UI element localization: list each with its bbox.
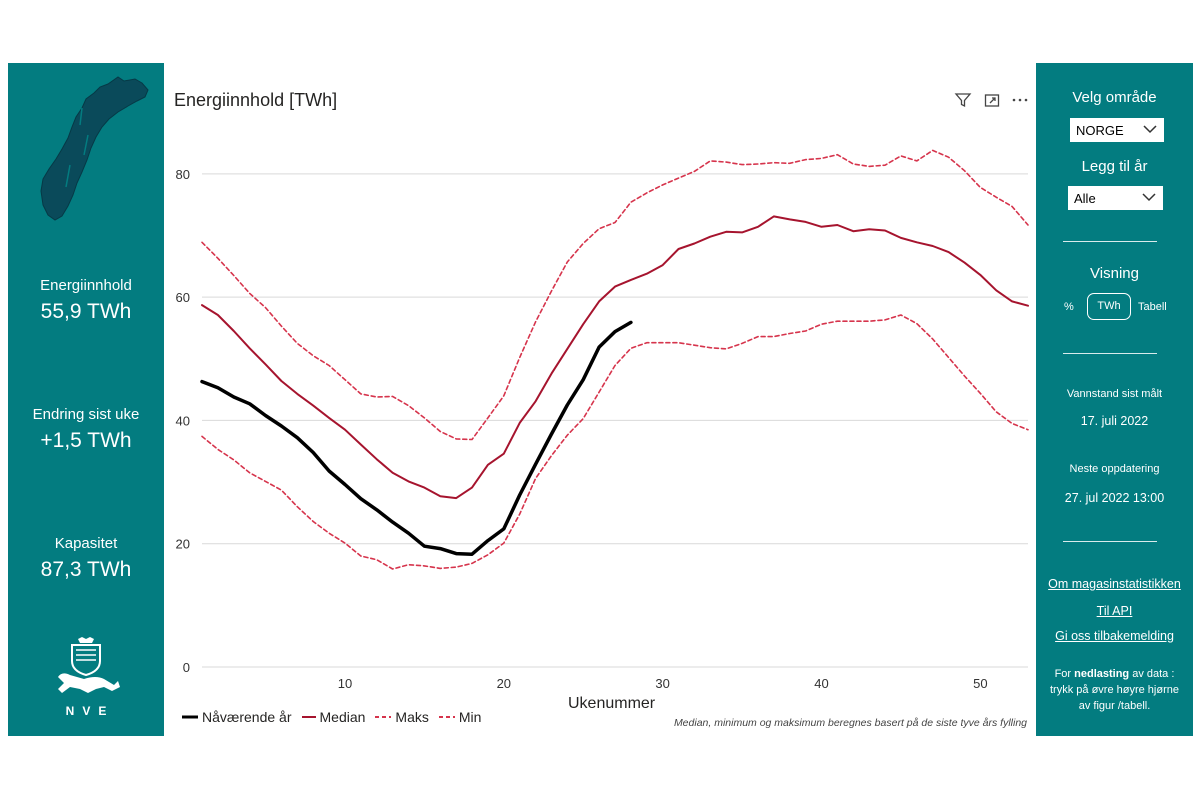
focus-mode-icon[interactable] — [983, 91, 1001, 109]
divider — [1063, 353, 1157, 354]
link-about-statistics[interactable]: Om magasinstatistikken — [1048, 577, 1181, 591]
kpi-energy: Energiinnhold 55,9 TWh — [8, 277, 164, 324]
filter-icon[interactable] — [954, 91, 972, 109]
kpi-capacity-label: Kapasitet — [54, 535, 118, 552]
area-select[interactable]: NORGE — [1070, 118, 1164, 142]
divider — [1063, 241, 1157, 242]
next-update-date: 27. jul 2022 13:00 — [1064, 491, 1165, 505]
x-tick-label: 50 — [973, 676, 987, 691]
legend-label-current: Nåværende år — [202, 709, 292, 725]
nve-logo-text: NVE — [65, 704, 115, 718]
y-tick-label: 20 — [176, 537, 190, 552]
nve-crest-icon — [58, 637, 120, 693]
measured-label: Vannstand sist målt — [1066, 388, 1163, 400]
x-tick-label: 40 — [814, 676, 828, 691]
chart-panel: 0 20 40 60 80 10 20 30 40 50 Energiinnhold [TWh] … — [164, 63, 1036, 736]
next-update-label: Neste oppdatering — [1069, 463, 1160, 475]
kpi-capacity: Kapasitet 87,3 TWh — [8, 535, 164, 582]
legend-label-median: Median — [319, 709, 366, 725]
area-label: Velg område — [1072, 89, 1157, 106]
kpi-capacity-value: 87,3 TWh — [40, 558, 132, 581]
link-feedback[interactable]: Gi oss tilbakemelding — [1055, 629, 1174, 643]
legend-line-max — [375, 716, 392, 718]
view-table-option[interactable]: Tabell — [1138, 301, 1167, 313]
more-options-icon[interactable] — [1011, 91, 1029, 109]
x-tick-label: 10 — [338, 676, 352, 691]
kpi-energy-value: 55,9 TWh — [40, 300, 132, 323]
x-tick-label: 30 — [655, 676, 669, 691]
legend-item-median: Median — [301, 709, 366, 725]
kpi-change-value: +1,5 TWh — [40, 429, 132, 452]
legend-label-max: Maks — [395, 709, 429, 725]
chart-footnote: Median, minimum og maksimum beregnes bas… — [673, 717, 1027, 729]
chart-legend: Nåværende år Median Maks Min — [182, 709, 491, 725]
series-line-median — [201, 215, 1029, 500]
download-note: For nedlasting av data : trykk på øvre h… — [1046, 666, 1183, 714]
chevron-down-icon — [1142, 193, 1156, 202]
norway-map-icon — [40, 76, 149, 221]
series-line-current — [200, 320, 633, 556]
view-label: Visning — [1090, 265, 1139, 282]
series-line-max — [201, 149, 1029, 441]
legend-line-current — [182, 715, 198, 719]
control-panel: Velg område NORGE Legg til år Alle Visni… — [1036, 63, 1193, 736]
area-select-value: NORGE — [1076, 123, 1124, 138]
legend-label-min: Min — [458, 709, 482, 725]
y-tick-label: 60 — [176, 290, 190, 305]
divider — [1063, 541, 1157, 542]
year-select[interactable]: Alle — [1068, 186, 1163, 210]
download-note-post: av data : trykk på øvre høyre hjørne av … — [1050, 668, 1179, 712]
kpi-change: Endring sist uke +1,5 TWh — [8, 406, 164, 453]
series-line-min — [201, 314, 1029, 570]
x-tick-label: 20 — [497, 676, 511, 691]
chevron-down-icon — [1143, 125, 1157, 134]
y-tick-label: 0 — [183, 660, 190, 675]
y-tick-label: 40 — [176, 413, 190, 428]
chart-title: Energiinnhold [TWh] — [174, 90, 338, 110]
kpi-change-label: Endring sist uke — [32, 406, 140, 423]
energy-chart: 0 20 40 60 80 10 20 30 40 50 — [176, 149, 1029, 691]
legend-line-median — [301, 716, 316, 718]
view-twh-option[interactable]: TWh — [1087, 293, 1131, 320]
legend-item-max: Maks — [375, 709, 429, 725]
download-note-pre: For — [1054, 668, 1075, 680]
year-label: Legg til år — [1081, 158, 1148, 175]
measured-date: 17. juli 2022 — [1080, 414, 1149, 428]
x-axis-label: Ukenummer — [568, 695, 656, 712]
legend-item-current: Nåværende år — [182, 709, 292, 725]
view-percent-option[interactable]: % — [1064, 301, 1074, 313]
link-api[interactable]: Til API — [1096, 604, 1133, 618]
y-tick-label: 80 — [176, 167, 190, 182]
kpi-energy-label: Energiinnhold — [40, 277, 132, 294]
legend-item-min: Min — [438, 709, 482, 725]
legend-line-min — [438, 716, 455, 718]
kpi-panel: Energiinnhold 55,9 TWh Endring sist uke … — [8, 63, 164, 736]
download-note-bold: nedlasting — [1074, 668, 1130, 680]
year-select-value: Alle — [1074, 191, 1096, 206]
